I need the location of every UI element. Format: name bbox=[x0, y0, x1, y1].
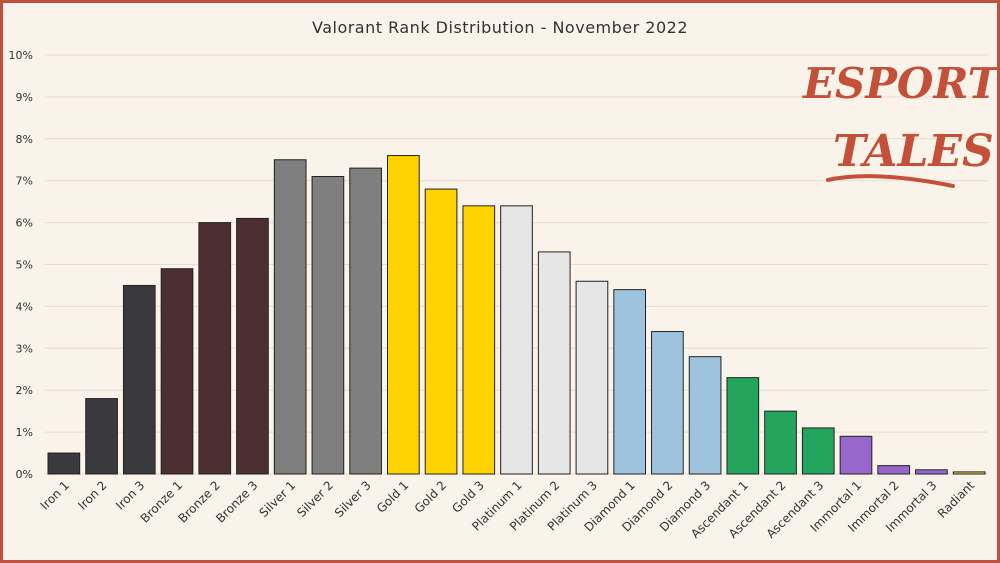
y-tick-label: 0% bbox=[16, 468, 33, 481]
logo-underline bbox=[826, 174, 955, 188]
bar-silver-3 bbox=[349, 167, 382, 475]
bar-ascendant-2 bbox=[764, 410, 797, 475]
bar-silver-1 bbox=[273, 159, 307, 475]
y-tick-label: 5% bbox=[16, 259, 33, 272]
x-tick-label: Gold 3 bbox=[449, 478, 487, 516]
bar-platinum-2 bbox=[537, 251, 571, 475]
y-tick-label: 10% bbox=[9, 49, 33, 62]
bar-platinum-1 bbox=[500, 205, 533, 475]
bar-ascendant-3 bbox=[801, 427, 835, 475]
bars bbox=[47, 155, 986, 475]
bar-bronze-1 bbox=[160, 268, 194, 475]
bar-gold-2 bbox=[424, 188, 458, 475]
bar-iron-3 bbox=[122, 284, 156, 475]
chart-title: Valorant Rank Distribution - November 20… bbox=[312, 18, 688, 37]
bar-platinum-3 bbox=[575, 280, 609, 475]
x-tick-label: Iron 2 bbox=[75, 478, 109, 512]
y-tick-label: 3% bbox=[16, 342, 33, 355]
x-tick-label: Bronze 3 bbox=[213, 478, 260, 525]
bar-ascendant-1 bbox=[726, 377, 760, 475]
x-tick-label: Gold 1 bbox=[374, 478, 412, 516]
chart-canvas: Valorant Rank Distribution - November 20… bbox=[9, 18, 997, 541]
bar-immortal-3 bbox=[915, 469, 948, 475]
y-tick-label: 7% bbox=[16, 175, 33, 188]
bar-iron-2 bbox=[85, 398, 118, 475]
bar-iron-1 bbox=[47, 452, 81, 475]
x-tick-label: Iron 1 bbox=[38, 478, 72, 512]
y-tick-label: 9% bbox=[16, 91, 33, 104]
bar-immortal-2 bbox=[877, 465, 911, 475]
y-tick-label: 2% bbox=[16, 384, 33, 397]
x-tick-label: Radiant bbox=[935, 478, 978, 521]
bar-diamond-2 bbox=[651, 331, 684, 475]
bar-bronze-2 bbox=[198, 222, 232, 475]
bar-gold-3 bbox=[462, 205, 496, 475]
bar-gold-1 bbox=[386, 155, 420, 475]
bar-diamond-3 bbox=[688, 356, 722, 475]
bar-silver-2 bbox=[311, 176, 345, 475]
y-axis-ticks: 0% 1% 2% 3% 4% 5% 6% 7% 8% 9% 10% bbox=[9, 49, 33, 481]
y-tick-label: 1% bbox=[16, 426, 33, 439]
x-tick-label: Gold 2 bbox=[412, 478, 450, 516]
logo-line-2: TALES bbox=[833, 126, 994, 177]
bar-bronze-3 bbox=[236, 217, 269, 475]
bar-radiant bbox=[952, 471, 986, 475]
esports-tales-logo: ESPORTS TALES bbox=[802, 59, 997, 188]
bar-immortal-1 bbox=[839, 435, 873, 475]
x-tick-label: Silver 3 bbox=[332, 478, 374, 520]
x-tick-label: Silver 2 bbox=[294, 478, 336, 520]
x-tick-label: Silver 1 bbox=[256, 478, 298, 520]
y-tick-label: 8% bbox=[16, 133, 33, 146]
logo-line-1: ESPORTS bbox=[802, 59, 997, 108]
bar-diamond-1 bbox=[613, 289, 647, 475]
y-tick-label: 6% bbox=[16, 217, 33, 230]
y-tick-label: 4% bbox=[16, 300, 33, 313]
x-tick-label: Iron 3 bbox=[113, 478, 147, 512]
